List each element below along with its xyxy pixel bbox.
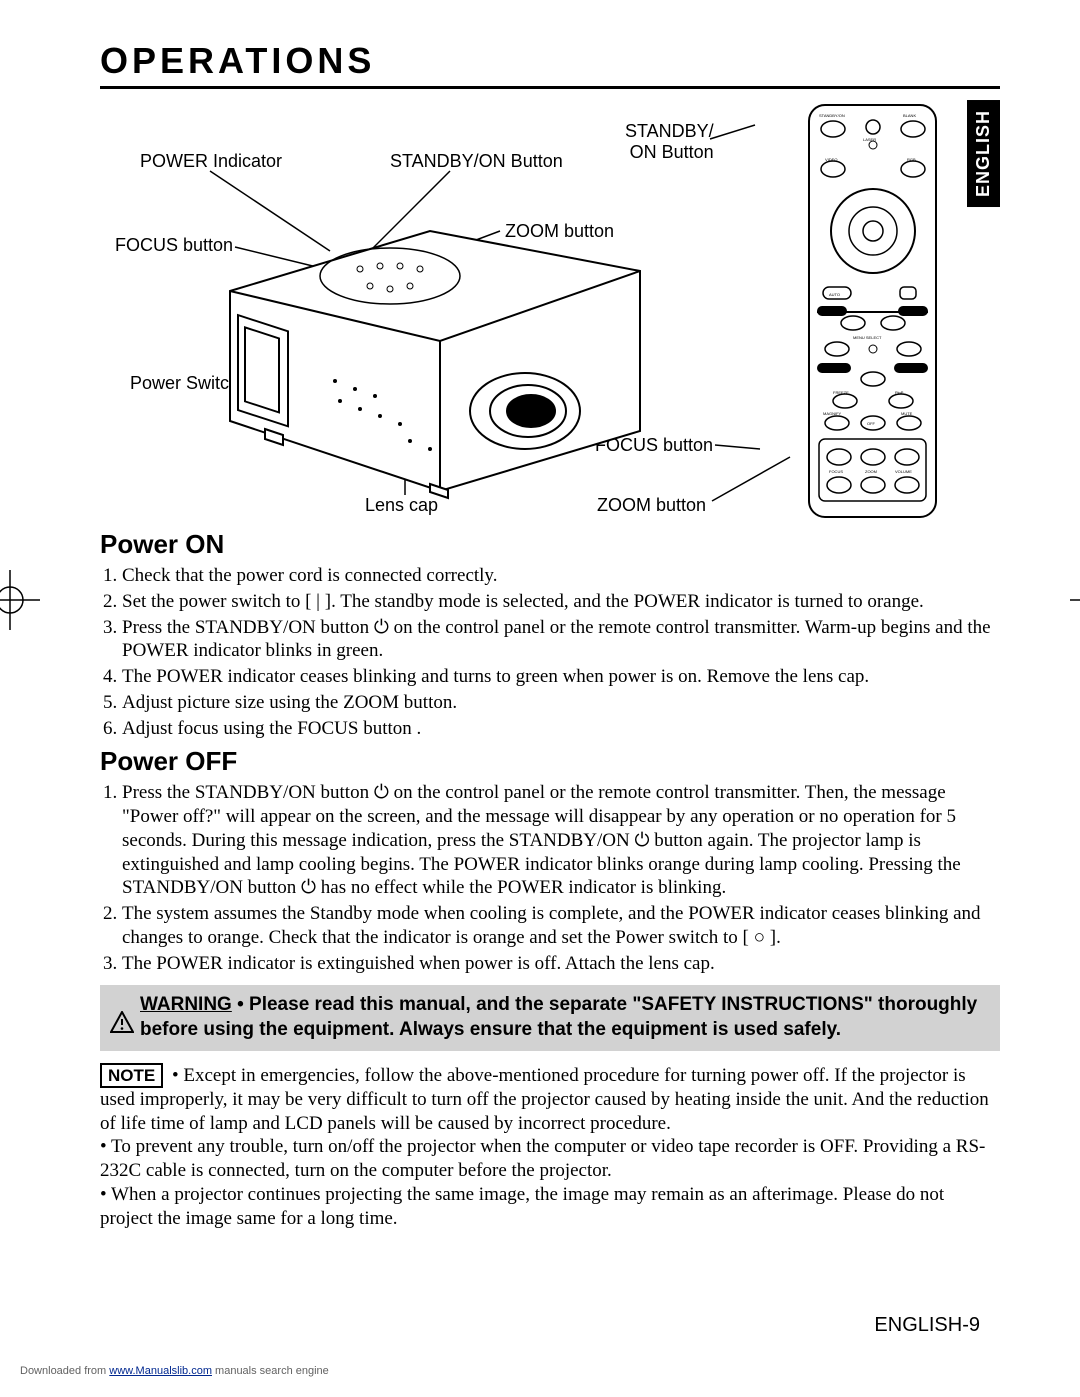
remote-diagram: STANDBY/ON BLANK LASER VIDEO RGB AUTO ME… <box>805 101 940 521</box>
svg-text:MAGNIFY: MAGNIFY <box>823 411 842 416</box>
note-text-2: • To prevent any trouble, turn on/off th… <box>100 1136 985 1181</box>
svg-text:KEYSTONE: KEYSTONE <box>900 310 922 315</box>
power-on-list: Check that the power cord is connected c… <box>122 564 1000 740</box>
note-block: NOTE • Except in emergencies, follow the… <box>100 1063 1000 1231</box>
warning-box: WARNING • Please read this manual, and t… <box>100 985 1000 1050</box>
list-item: The POWER indicator is extinguished when… <box>122 952 1000 976</box>
list-item: The system assumes the Standby mode when… <box>122 902 1000 950</box>
diagram-area: POWER Indicator STANDBY/ON Button STANDB… <box>100 101 1000 521</box>
list-item: Set the power switch to [ | ]. The stand… <box>122 590 1000 614</box>
section-power-on: Power ON <box>100 529 1000 560</box>
svg-text:PinP: PinP <box>895 390 904 395</box>
svg-text:LASER: LASER <box>863 137 876 142</box>
svg-text:MENU: MENU <box>822 310 834 315</box>
svg-text:MUTE: MUTE <box>901 411 913 416</box>
svg-text:AUTO: AUTO <box>829 292 840 297</box>
svg-text:ZOOM: ZOOM <box>865 469 877 474</box>
page-title: OPERATIONS <box>100 40 1000 89</box>
svg-text:VIDEO: VIDEO <box>825 157 837 162</box>
warning-label: WARNING <box>140 994 232 1015</box>
svg-text:STANDBY/ON: STANDBY/ON <box>819 113 845 118</box>
svg-text:VOLUME: VOLUME <box>895 469 912 474</box>
list-item: Adjust picture size using the ZOOM butto… <box>122 691 1000 715</box>
page-footer: ENGLISH-9 <box>874 1314 980 1337</box>
list-item: Press the STANDBY/ON button ⏻ on the con… <box>122 616 1000 664</box>
list-item: Check that the power cord is connected c… <box>122 564 1000 588</box>
section-power-off: Power OFF <box>100 746 1000 777</box>
warning-icon <box>110 1011 134 1033</box>
svg-text:RESET: RESET <box>903 367 917 372</box>
download-line: Downloaded from www.Manualslib.com manua… <box>20 1365 329 1377</box>
svg-text:FOCUS: FOCUS <box>829 469 843 474</box>
list-item: The POWER indicator ceases blinking and … <box>122 665 1000 689</box>
svg-text:MENU SELECT: MENU SELECT <box>853 335 882 340</box>
power-off-list: Press the STANDBY/ON button ⏻ on the con… <box>122 781 1000 975</box>
list-item: Press the STANDBY/ON button ⏻ on the con… <box>122 781 1000 900</box>
list-item: Adjust focus using the FOCUS button . <box>122 717 1000 741</box>
svg-text:POSITION: POSITION <box>820 367 839 372</box>
download-link[interactable]: www.Manualslib.com <box>109 1365 212 1377</box>
svg-text:FREEZE: FREEZE <box>833 390 849 395</box>
warning-text: • Please read this manual, and the separ… <box>140 994 977 1040</box>
svg-text:OFF: OFF <box>867 421 876 426</box>
note-label: NOTE <box>100 1063 163 1088</box>
projector-diagram <box>210 171 680 501</box>
note-text-3: • When a projector continues projecting … <box>100 1184 944 1229</box>
note-text-1: • Except in emergencies, follow the abov… <box>100 1065 989 1134</box>
svg-text:BLANK: BLANK <box>903 113 916 118</box>
svg-text:RGB: RGB <box>907 157 916 162</box>
